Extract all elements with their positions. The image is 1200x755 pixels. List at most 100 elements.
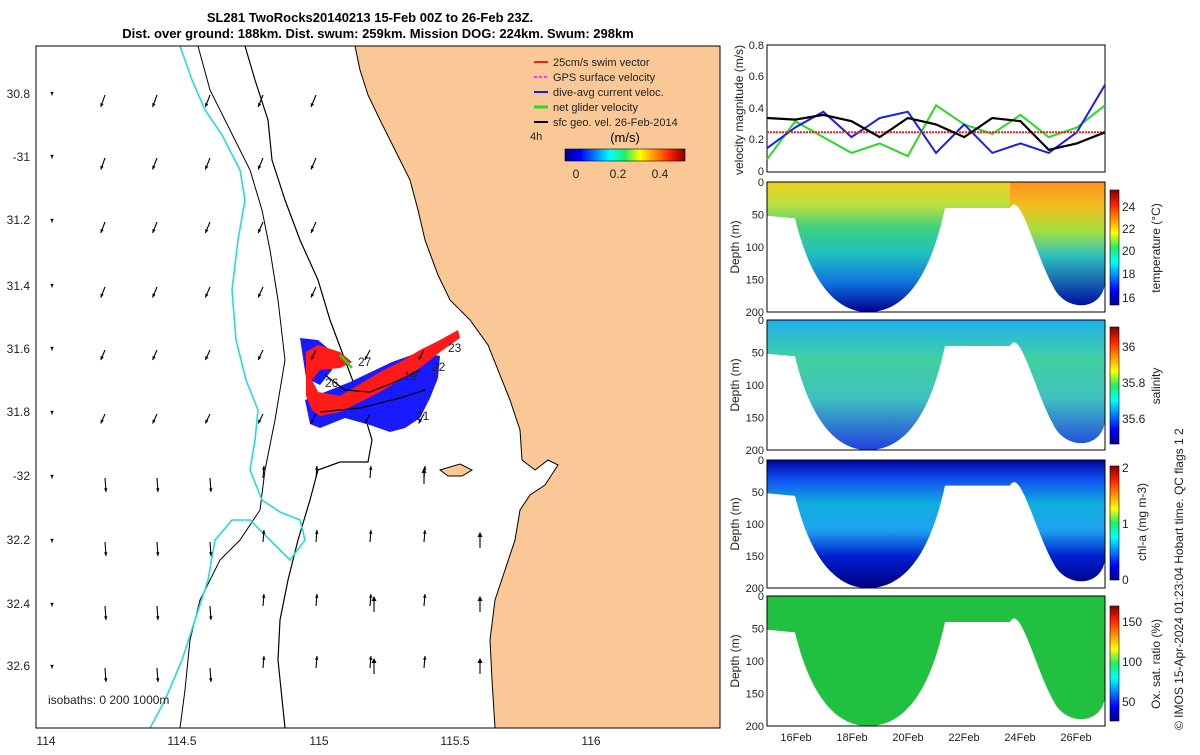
geo-velocity-arrowhead <box>152 229 156 233</box>
geo-velocity-arrowhead <box>418 356 422 360</box>
salinity-colorbar-bar <box>1109 326 1120 445</box>
geo-velocity-arrowhead <box>311 356 315 360</box>
geo-velocity-arrowhead <box>50 474 54 479</box>
geo-velocity-arrowhead <box>314 530 319 534</box>
lat-tick-30.8: 30.8 <box>7 87 31 101</box>
oxygen-section-border <box>766 595 1106 727</box>
legend-dive-avg: dive-avg current veloc. <box>553 87 664 99</box>
surface-geostrophic-arrows <box>50 91 483 683</box>
velocity-ylabel: velocity magnitude (m/s) <box>732 45 746 175</box>
velocity-tick-0.8: 0.8 <box>749 40 764 52</box>
lat-tick-31.8: 31.8 <box>7 405 31 419</box>
chla-cbar-tick-2: 2 <box>1122 461 1129 475</box>
oxygen-depth-tick: 150 <box>746 689 764 701</box>
temp-cbar-tick-16: 16 <box>1122 291 1136 305</box>
geo-velocity-arrowhead <box>205 103 209 107</box>
salinity-depth-tick: 0 <box>758 315 764 327</box>
lat-tick-32.4: 32.4 <box>7 597 31 611</box>
temperature-depth-label: Depth (m) <box>728 220 742 273</box>
day-label-23: 23 <box>448 341 462 355</box>
geo-velocity-arrowhead <box>104 616 108 620</box>
geo-velocity-arrowhead <box>100 293 104 298</box>
geo-velocity-arrowhead <box>422 530 427 534</box>
geo-velocity-arrowhead <box>104 488 108 492</box>
depth-section-panels: 0 50 100 150 200 Depth (m) 0 50 100 150 200 Depth (… <box>728 177 1106 733</box>
salinity-cbar-label: salinity <box>1149 368 1163 405</box>
swim-vector-track <box>306 330 460 416</box>
velocity-series-line <box>766 113 1106 152</box>
date-tick-20feb: 20Feb <box>892 732 923 744</box>
sal-cbar-tick-35.8: 35.8 <box>1122 376 1146 390</box>
geo-velocity-arrowhead <box>205 419 209 424</box>
salinity-depth-tick: 50 <box>752 348 764 360</box>
geo-velocity-arrowhead <box>314 466 319 470</box>
geo-velocity-arrowhead <box>368 594 373 598</box>
chla-depth-tick: 150 <box>746 551 764 563</box>
geo-velocity-arrowhead <box>371 658 377 663</box>
date-axis: 16Feb 18Feb 20Feb 22Feb 24Feb 26Feb <box>780 732 1091 744</box>
geo-velocity-arrowhead <box>477 658 483 663</box>
geo-velocity-arrowhead <box>50 664 54 669</box>
oxygen-colorbar-bar <box>1109 605 1120 722</box>
geo-velocity-arrowhead <box>477 596 483 601</box>
geo-velocity-arrowhead <box>100 103 104 107</box>
geo-velocity-arrowhead <box>261 530 266 534</box>
geo-velocity-arrowhead <box>314 656 319 660</box>
date-tick-26feb: 26Feb <box>1060 732 1091 744</box>
chla-depth-tick: 50 <box>752 487 764 499</box>
geo-velocity-arrowhead <box>418 419 422 424</box>
map-frame <box>35 45 721 729</box>
geo-velocity-arrowhead <box>100 229 104 233</box>
lon-tick-116: 116 <box>581 734 600 748</box>
geo-velocity-arrowhead <box>257 165 262 170</box>
oxygen-depth-label: Depth (m) <box>728 634 742 687</box>
velocity-series-line <box>766 84 1106 155</box>
chla-depth-tick: 100 <box>746 519 764 531</box>
temperature-cbar-label: temperature (°C) <box>1149 203 1163 293</box>
geo-velocity-arrowhead <box>368 530 373 534</box>
velocity-series-line <box>766 103 1106 160</box>
temperature-warm-region <box>1010 182 1105 306</box>
velocity-tick-0: 0 <box>758 166 764 178</box>
geo-velocity-arrowhead <box>152 165 156 170</box>
oxygen-depth-tick: 200 <box>746 721 764 733</box>
chart-title-line1: SL281 TwoRocks20140213 15-Feb 00Z to 26-… <box>207 10 533 25</box>
geo-velocity-arrowhead <box>311 419 315 424</box>
geo-velocity-arrowhead <box>258 293 262 298</box>
geo-velocity-arrowhead <box>156 616 160 620</box>
chla-cbar-tick-0: 0 <box>1122 573 1129 587</box>
geo-velocity-arrowhead <box>50 602 54 607</box>
velocity-tick-0.4: 0.4 <box>749 103 764 115</box>
geo-velocity-arrowhead <box>50 538 54 543</box>
geo-velocity-arrowhead <box>261 656 266 660</box>
glider-track-black <box>319 369 426 413</box>
chla-cbar-label: chl-a (mg m-3) <box>1135 483 1149 561</box>
lat-tick-31.4: 31.4 <box>7 279 31 293</box>
geo-velocity-arrowhead <box>50 154 54 159</box>
map-colorbar <box>564 148 686 162</box>
geo-velocity-arrowhead <box>104 552 108 556</box>
chla-depth-label: Depth (m) <box>728 497 742 550</box>
colorbar-tick-0.4: 0.4 <box>652 167 669 181</box>
geo-velocity-arrowhead <box>477 532 483 537</box>
geo-velocity-arrowhead <box>258 419 262 424</box>
geo-velocity-arrowhead <box>310 293 315 298</box>
legend-sfc-geo: sfc geo. vel. 26-Feb-2014 <box>553 117 678 129</box>
temperature-depth-tick: 200 <box>746 307 764 319</box>
isobath-200m <box>149 45 306 729</box>
geo-velocity-arrowhead <box>261 466 266 470</box>
geo-velocity-arrowhead <box>364 356 369 360</box>
velocity-tick-0.2: 0.2 <box>749 134 764 146</box>
day-label-26: 26 <box>325 376 339 390</box>
day-label-27: 27 <box>358 355 372 369</box>
geo-velocity-arrowhead <box>257 103 262 107</box>
ox-cbar-tick-50: 50 <box>1122 695 1136 709</box>
temperature-depth-tick: 150 <box>746 275 764 287</box>
imos-footer: © IMOS 15-Apr-2024 01:23:04 Hobart time.… <box>1172 428 1186 730</box>
temperature-depth-tick: 0 <box>758 177 764 189</box>
geo-velocity-arrowhead <box>205 356 209 360</box>
geo-velocity-arrowhead <box>364 419 369 424</box>
geo-velocity-arrowhead <box>156 488 160 492</box>
salinity-colorbar: 36 35.8 35.6 salinity <box>1109 326 1163 445</box>
legend-gps-velocity: GPS surface velocity <box>553 72 656 84</box>
